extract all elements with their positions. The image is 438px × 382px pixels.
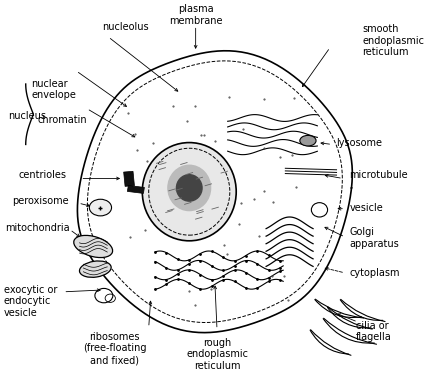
Text: nuclear
envelope: nuclear envelope [31,79,76,100]
Text: microtubule: microtubule [349,170,407,180]
Ellipse shape [167,165,210,210]
Text: vesicle: vesicle [349,203,382,213]
Text: plasma
membrane: plasma membrane [169,4,222,26]
Text: nucleolus: nucleolus [102,22,148,32]
Bar [127,185,144,193]
Text: rough
endoplasmic
reticulum: rough endoplasmic reticulum [186,338,247,371]
Ellipse shape [142,142,236,241]
Text: peroxisome: peroxisome [12,196,68,206]
Text: cilia or
flagella: cilia or flagella [355,321,391,342]
Text: mitochondria: mitochondria [5,223,69,233]
Text: Golgi
apparatus: Golgi apparatus [349,227,398,249]
Ellipse shape [74,235,113,257]
Text: cytoplasm: cytoplasm [349,268,399,278]
Ellipse shape [89,199,111,216]
Ellipse shape [79,261,111,277]
Text: ribosomes
(free-floating
and fixed): ribosomes (free-floating and fixed) [83,332,146,365]
Text: centrioles: centrioles [18,170,66,180]
Text: exocytic or
endocytic
vesicle: exocytic or endocytic vesicle [4,285,57,318]
Text: lysosome: lysosome [336,138,381,147]
Text: chromatin: chromatin [38,115,87,125]
Text: smooth
endoplasmic
reticulum: smooth endoplasmic reticulum [361,24,423,57]
Ellipse shape [299,135,315,146]
Ellipse shape [176,175,201,201]
Text: nucleus: nucleus [8,111,46,121]
Bar [124,172,134,186]
